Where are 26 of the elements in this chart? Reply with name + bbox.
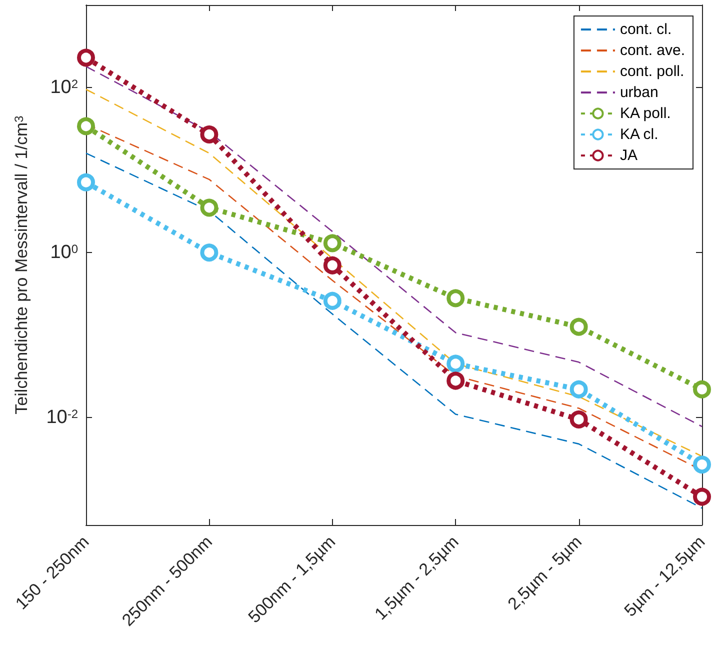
point bbox=[323, 234, 342, 252]
point bbox=[77, 48, 95, 67]
point bbox=[693, 488, 711, 506]
point bbox=[323, 256, 342, 274]
point bbox=[77, 117, 95, 136]
point bbox=[200, 125, 218, 144]
point bbox=[693, 380, 711, 398]
point bbox=[570, 410, 588, 428]
legend-label: JA bbox=[620, 147, 638, 164]
point bbox=[446, 354, 465, 373]
legend-label: cont. poll. bbox=[620, 63, 684, 80]
point bbox=[323, 292, 342, 310]
point bbox=[200, 244, 218, 262]
point bbox=[570, 318, 588, 336]
point bbox=[693, 456, 711, 474]
point bbox=[570, 380, 588, 398]
point bbox=[446, 372, 465, 390]
legend-label: urban bbox=[620, 84, 658, 101]
legend-label: cont. ave. bbox=[620, 42, 686, 59]
legend-label: cont. cl. bbox=[620, 21, 672, 38]
legend-label: KA cl. bbox=[620, 126, 658, 143]
point bbox=[77, 173, 95, 192]
legend-label: KA poll. bbox=[620, 105, 671, 122]
point bbox=[200, 198, 218, 217]
y-axis-title: Teilchendichte pro Messintervall / 1/cm3 bbox=[12, 115, 31, 414]
point bbox=[446, 289, 465, 308]
